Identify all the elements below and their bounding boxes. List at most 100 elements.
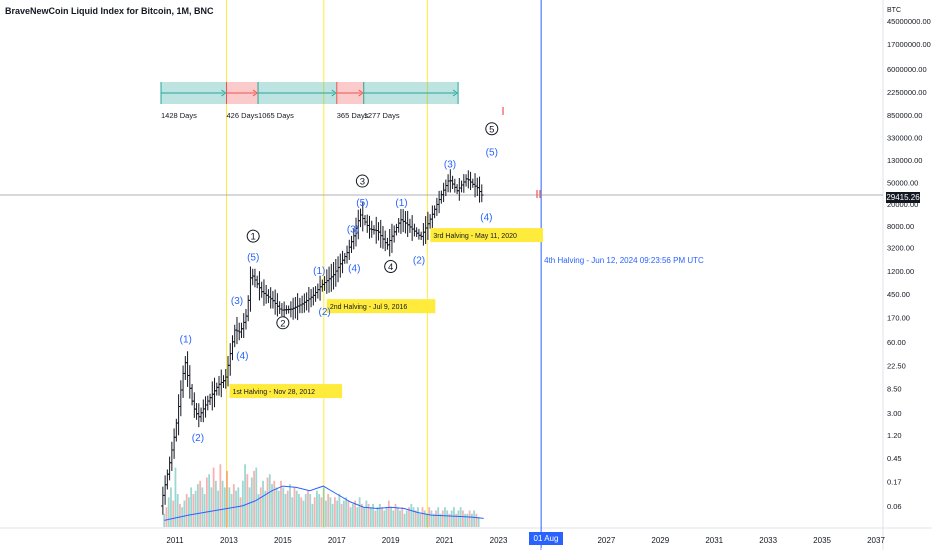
volume-bar	[286, 490, 289, 527]
volume-bar	[464, 513, 467, 527]
volume-bar	[174, 467, 177, 527]
volume-bar	[201, 487, 204, 527]
volume-bar	[367, 503, 370, 527]
wave-label-intermediate: (2)	[319, 307, 331, 318]
y-tick-label: 8000.00	[887, 222, 914, 231]
y-tick-label: 8.50	[887, 384, 902, 393]
y-tick-label: 22.50	[887, 361, 906, 370]
volume-bar	[387, 500, 390, 527]
volume-bar	[437, 507, 440, 527]
x-tick-label: 2019	[382, 536, 400, 545]
volume-bar	[455, 513, 458, 527]
volume-bar	[414, 510, 417, 527]
volume-bar	[176, 494, 179, 527]
wave-label-primary: 5	[489, 124, 494, 135]
y-tick-label: 0.06	[887, 502, 902, 511]
volume-bar	[412, 507, 415, 527]
wave-circle	[485, 122, 499, 136]
volume-bar	[338, 494, 341, 527]
volume-bar	[318, 494, 321, 527]
volume-bar	[410, 503, 413, 527]
volume-bar	[280, 480, 282, 527]
volume-bar	[304, 494, 307, 527]
volume-bar	[172, 500, 175, 527]
x-tick-label: 2035	[813, 536, 831, 545]
volume-bar	[423, 510, 426, 527]
volume-bar	[208, 474, 211, 527]
volume-bar	[192, 494, 195, 527]
wave-label-primary: 4	[388, 262, 393, 273]
volume-bar	[426, 513, 428, 527]
volume-bar	[190, 487, 193, 527]
wave-label-intermediate: (4)	[348, 263, 360, 274]
volume-bar	[277, 490, 280, 527]
wave-label-intermediate: (1)	[313, 266, 325, 277]
wave-label-primary: 2	[280, 318, 285, 329]
y-tick-label: 1200.00	[887, 267, 914, 276]
volume-bar	[282, 487, 285, 527]
x-tick-label: 2011	[166, 536, 184, 545]
wave-label-intermediate: (1)	[180, 334, 192, 345]
volume-bar	[385, 507, 388, 527]
wave-label-intermediate: (4)	[480, 212, 492, 223]
volume-bar	[468, 510, 471, 527]
x-tick-label: 2029	[651, 536, 669, 545]
volume-bar	[462, 510, 464, 527]
wave-label-intermediate: (3)	[444, 160, 456, 171]
halving-label-box	[229, 384, 343, 399]
wave-label-intermediate: (5)	[486, 147, 498, 158]
x-tick-label: 2031	[705, 536, 723, 545]
volume-bar	[345, 497, 348, 527]
volume-bar	[459, 507, 462, 527]
y-tick-label: 50000.00	[887, 178, 918, 187]
volume-bar	[223, 487, 226, 527]
wave-circle	[246, 229, 260, 243]
volume-bar	[170, 487, 172, 527]
y-tick-label: 130000.00	[887, 156, 922, 165]
wave-label-primary: 1	[251, 232, 256, 243]
wave-label-intermediate: (2)	[192, 433, 204, 444]
y-tick-label: 0.45	[887, 454, 902, 463]
volume-bar	[477, 517, 480, 527]
volume-bar	[273, 480, 276, 527]
fourth-halving-label: 4th Halving - Jun 12, 2024 09:23:56 PM U…	[544, 256, 704, 265]
wave-label-intermediate: (5)	[356, 198, 368, 209]
date-range-arrowhead	[221, 89, 227, 97]
volume-bar	[230, 494, 233, 527]
volume-bar	[390, 507, 392, 527]
volume-bar	[165, 507, 168, 527]
volume-bar	[322, 487, 325, 527]
volume-bar	[199, 480, 202, 527]
volume-bar	[403, 513, 406, 527]
volume-bar	[205, 477, 208, 527]
volume-bar	[342, 500, 345, 527]
halving-label: 2nd Halving - Jul 9, 2016	[330, 304, 408, 311]
halving-label-box	[430, 228, 543, 243]
halving-label: 1st Halving - Nov 28, 2012	[232, 389, 315, 396]
volume-bar	[430, 510, 433, 527]
volume-bar	[235, 490, 237, 527]
volume-bar	[257, 494, 260, 527]
y-tick-label: 2250000.00	[887, 88, 927, 97]
volume-bar	[329, 497, 332, 527]
y-tick-label: 45000000.00	[887, 17, 931, 26]
volume-bar	[183, 500, 186, 527]
volume-bar	[334, 497, 336, 527]
volume-bar	[264, 490, 267, 527]
x-tick-label: 2027	[597, 536, 615, 545]
y-tick-label: 6000000.00	[887, 65, 927, 74]
volume-bar	[210, 487, 213, 527]
volume-bar	[226, 470, 229, 527]
volume-bar	[450, 510, 453, 527]
volume-bar	[347, 500, 350, 527]
date-range-label: 365 Days	[337, 111, 369, 120]
y-tick-label: 60.00	[887, 338, 906, 347]
date-range-label: 1277 Days	[364, 111, 400, 120]
volume-bar	[239, 497, 242, 527]
volume-bar	[289, 484, 291, 527]
y-tick-label: 1.20	[887, 431, 902, 440]
volume-bar	[255, 467, 258, 527]
volume-bar	[248, 487, 251, 527]
